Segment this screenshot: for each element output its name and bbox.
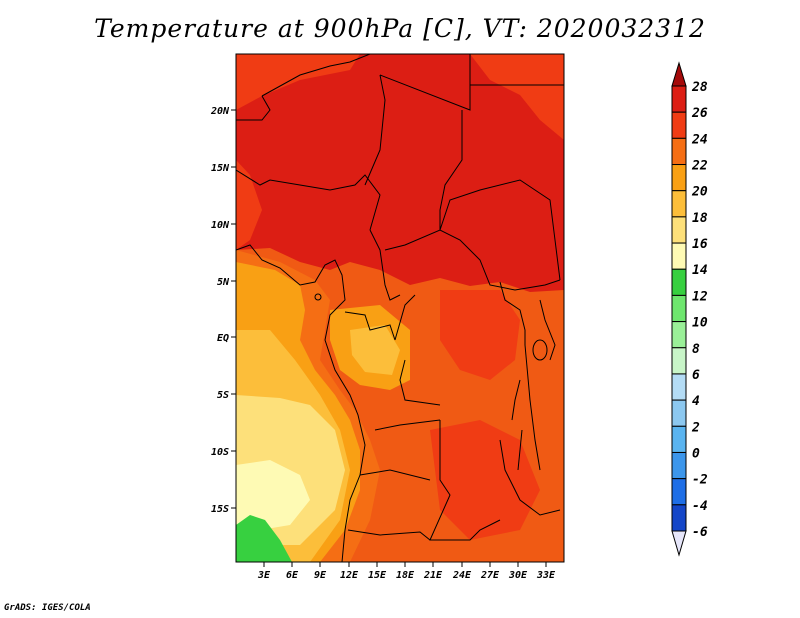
- lon-label: 9E: [314, 570, 327, 581]
- political-borders: [236, 54, 564, 562]
- grads-credit: GrADS: IGES/COLA: [4, 603, 91, 613]
- colorbar-box: [671, 85, 687, 113]
- lat-label: EQ: [217, 333, 229, 344]
- colorbar-box: [671, 164, 687, 192]
- colorbar-label: 14: [692, 263, 708, 278]
- lon-label: 6E: [286, 570, 299, 581]
- colorbar-box: [671, 190, 687, 218]
- colorbar-label: 6: [692, 368, 700, 383]
- lon-label: 3E: [257, 570, 271, 581]
- colorbar-box: [671, 425, 687, 453]
- colorbar-label: 28: [691, 80, 708, 95]
- lon-label: 24E: [452, 570, 472, 581]
- lat-label: 15N: [211, 163, 230, 174]
- lat-label: 5N: [217, 277, 230, 288]
- lat-label: 20N: [210, 106, 230, 117]
- hot-zone-north: [236, 54, 564, 292]
- colorbar-label: 20: [691, 185, 708, 200]
- lon-labels: 3E 6E 9E 12E 15E 18E 21E 24E 27E 30E 33E: [257, 570, 556, 581]
- lon-ticks: [263, 562, 547, 567]
- colorbar-box: [671, 216, 687, 244]
- orange-fringe-north: [236, 54, 360, 110]
- colorbar-label: 18: [692, 211, 708, 226]
- map-title: Temperature at 900hPa [C], VT: 202003231…: [94, 14, 706, 43]
- colorbar-box: [671, 347, 687, 375]
- lat-ticks: [231, 109, 236, 509]
- lat-labels: 20N 15N 10N 5N EQ 5S 10S 15S: [210, 106, 230, 515]
- colorbar-label: 0: [692, 446, 700, 461]
- colorbar-box: [671, 268, 687, 296]
- temperature-field: [236, 54, 564, 562]
- lat-label: 15S: [211, 504, 229, 515]
- lat-label: 10N: [211, 220, 230, 231]
- lon-label: 15E: [368, 570, 387, 581]
- colorbar-label: 10: [692, 316, 708, 331]
- lon-label: 30E: [508, 570, 528, 581]
- colorbar-label: 12: [692, 289, 708, 304]
- lon-label: 21E: [423, 570, 443, 581]
- colorbar-box: [671, 294, 687, 323]
- lat-label: 10S: [211, 447, 229, 458]
- lon-label: 18E: [396, 570, 415, 581]
- colorbar-label: 2: [691, 420, 700, 435]
- lon-label: 33E: [536, 570, 556, 581]
- colorbar-high-end-triangle: [671, 61, 687, 87]
- colorbar-box: [671, 399, 687, 427]
- colorbar-box: [671, 321, 687, 349]
- colorbar-box: [671, 504, 687, 532]
- lakes: [314, 293, 548, 471]
- lon-label: 27E: [480, 570, 500, 581]
- colorbar-label: 26: [691, 106, 708, 121]
- colorbar-label: 24: [691, 132, 708, 147]
- colorbar-label: 16: [692, 237, 708, 252]
- colorbar-label: 4: [692, 394, 700, 409]
- colorbar-box: [671, 373, 687, 401]
- colorbar-box: [671, 111, 687, 139]
- colorbar-box: [671, 478, 687, 506]
- colorbar-low-end-triangle: [671, 530, 687, 557]
- colorbar-label: 22: [691, 159, 708, 174]
- lon-label: 12E: [340, 570, 359, 581]
- cold-patch-southwest: [236, 515, 292, 562]
- lat-label: 5S: [217, 390, 229, 401]
- colorbar-label: 8: [692, 342, 700, 357]
- colorbar-label: -6: [692, 525, 708, 540]
- colorbar-box: [671, 451, 687, 480]
- colorbar-box: [671, 137, 687, 166]
- colorbar-label: -4: [692, 499, 708, 514]
- colorbar-box: [671, 242, 687, 270]
- colorbar-label: -2: [692, 473, 708, 488]
- map-frame: [235, 53, 565, 563]
